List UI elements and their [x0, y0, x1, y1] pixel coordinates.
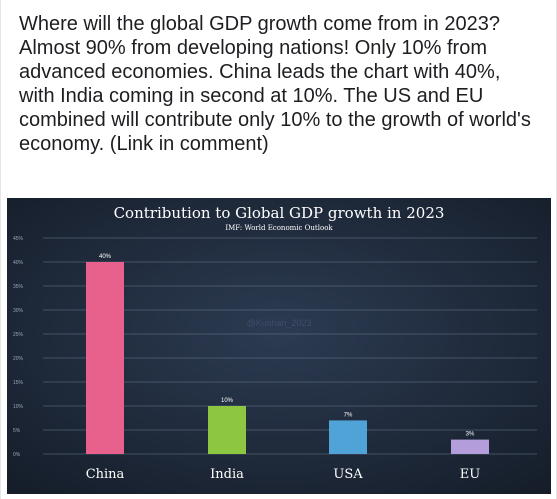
- chart-image[interactable]: Contribution to Global GDP growth in 202…: [7, 198, 551, 494]
- y-tick-label: 10%: [13, 404, 24, 410]
- x-tick-label: China: [86, 467, 125, 482]
- y-tick-label: 0%: [13, 452, 21, 458]
- bar-india: [208, 406, 246, 454]
- bar-eu: [451, 439, 489, 454]
- y-tick-label: 45%: [13, 236, 24, 242]
- y-tick-label: 35%: [13, 284, 24, 290]
- y-tick-label: 25%: [13, 332, 24, 338]
- y-tick-label: 40%: [13, 260, 24, 266]
- y-tick-label: 20%: [13, 356, 24, 362]
- bar-china: [86, 262, 124, 454]
- x-axis-ticks: China India USA EU: [86, 467, 481, 482]
- y-tick-label: 30%: [13, 308, 24, 314]
- data-labels: 40% 10% 7% 3%: [99, 254, 475, 438]
- y-tick-label: 5%: [13, 428, 21, 434]
- bars: [86, 262, 489, 454]
- data-label: 10%: [221, 398, 234, 404]
- data-label: 7%: [344, 412, 353, 418]
- x-tick-label: India: [210, 467, 244, 482]
- data-label: 3%: [466, 432, 475, 438]
- y-axis-ticks: 0% 5% 10% 15% 20% 25% 30% 35% 40% 45%: [13, 236, 24, 458]
- grid-lines: [43, 237, 537, 455]
- y-tick-label: 15%: [13, 380, 24, 386]
- x-tick-label: USA: [333, 467, 363, 482]
- post-text: Where will the global GDP growth come fr…: [19, 13, 531, 155]
- chart-subtitle: IMF: World Economic Outlook: [225, 224, 333, 232]
- x-tick-label: EU: [460, 467, 480, 482]
- data-label: 40%: [99, 254, 112, 260]
- watermark: @Kushan_2023: [247, 318, 312, 328]
- bar-usa: [329, 420, 367, 454]
- bar-chart: Contribution to Global GDP growth in 202…: [7, 198, 551, 494]
- chart-title: Contribution to Global GDP growth in 202…: [114, 204, 445, 222]
